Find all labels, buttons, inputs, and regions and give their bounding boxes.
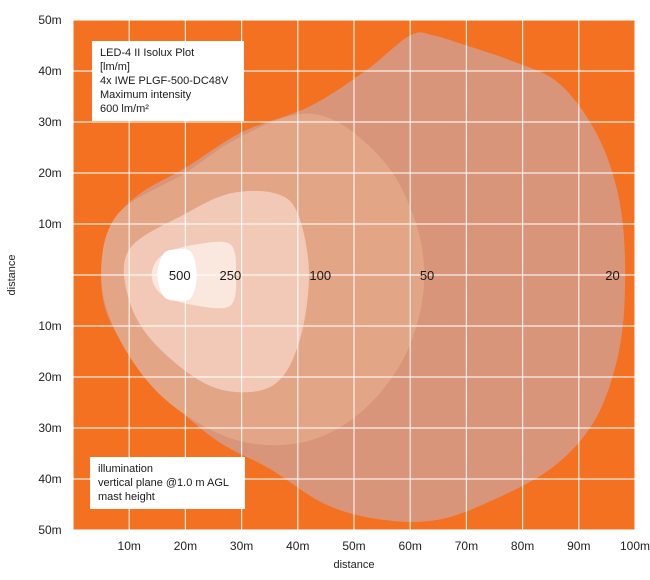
x-tick-label: 90m [567, 539, 590, 553]
contour-labels: 20 50 100 250 500 [169, 268, 620, 283]
title-box-line: Maximum intensity [100, 89, 192, 101]
title-box-line: 4x IWE PLGF-500-DC48V [100, 75, 229, 87]
x-tick-label: 10m [118, 539, 141, 553]
y-tick-label: 30m [38, 115, 61, 129]
info-box-background [90, 457, 245, 509]
info-box-line: illumination [98, 463, 153, 475]
info-box-line: mast height [98, 491, 155, 503]
title-box: LED-4 II Isolux Plot [lm/m] 4x IWE PLGF-50… [92, 41, 244, 121]
y-tick-label: 50m [38, 13, 61, 27]
title-box-background [92, 41, 244, 121]
x-tick-label: 40m [286, 539, 309, 553]
y-tick-label: 40m [38, 472, 61, 486]
x-tick-label: 30m [230, 539, 253, 553]
x-tick-label: 20m [174, 539, 197, 553]
title-box-line: LED-4 II Isolux Plot [100, 47, 194, 59]
contour-label-20: 20 [605, 268, 619, 283]
contour-label-50: 50 [420, 268, 434, 283]
y-tick-label: 10m [38, 319, 61, 333]
contour-label-250: 250 [220, 268, 242, 283]
x-tick-label: 50m [342, 539, 365, 553]
y-tick-label: 40m [38, 64, 61, 78]
y-axis-label: distance [6, 255, 18, 296]
y-tick-label: 30m [38, 421, 61, 435]
contour-label-500: 500 [169, 268, 191, 283]
info-box-line: vertical plane @1.0 m AGL [98, 477, 229, 489]
x-tick-label: 100m [620, 539, 650, 553]
contour-label-100: 100 [309, 268, 331, 283]
contour-regions [101, 32, 626, 523]
x-tick-label: 80m [511, 539, 534, 553]
info-box: illumination vertical plane @1.0 m AGL mas… [90, 457, 245, 509]
x-axis-label: distance [334, 559, 375, 571]
y-tick-label: 20m [38, 166, 61, 180]
y-tick-label: 20m [38, 370, 61, 384]
y-tick-label: 50m [38, 523, 61, 537]
y-tick-label: 10m [38, 217, 61, 231]
x-axis-ticks: 10m 20m 30m 40m 50m 60m 70m 80m 90m 100m [118, 539, 650, 553]
y-axis-ticks: 50m 40m 30m 20m 10m 10m 20m 30m 40m 50m [38, 13, 61, 537]
x-tick-label: 70m [455, 539, 478, 553]
x-tick-label: 60m [399, 539, 422, 553]
title-box-line: 600 lm/m² [100, 103, 149, 115]
title-box-line: [lm/m] [100, 61, 130, 73]
